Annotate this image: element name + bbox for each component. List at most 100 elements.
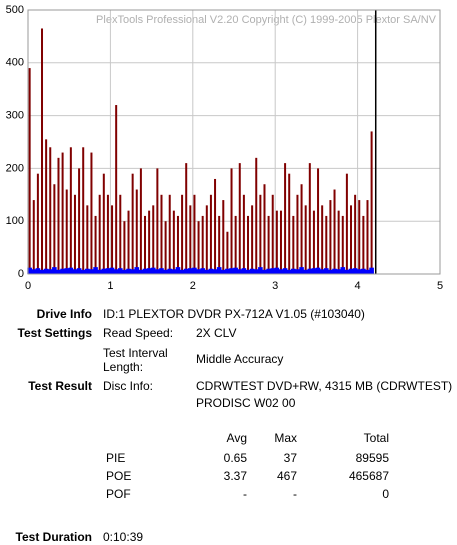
bar (245, 269, 251, 274)
row-label: PIE (106, 451, 126, 465)
bar (321, 205, 324, 274)
bar (168, 194, 171, 274)
bar (60, 268, 65, 274)
bar (90, 152, 93, 274)
bar (52, 267, 57, 274)
bar (189, 205, 192, 274)
bar (185, 163, 188, 274)
bar (179, 269, 185, 274)
bar (135, 189, 138, 274)
stat-value: - (243, 487, 247, 501)
bar (241, 268, 247, 274)
bar (296, 194, 299, 274)
bar (72, 269, 78, 274)
bar (237, 269, 243, 274)
y-tick-label: 300 (6, 110, 24, 122)
bar (366, 200, 369, 274)
bar (292, 215, 295, 274)
bar (328, 269, 333, 274)
bar (365, 269, 370, 274)
bar (45, 139, 48, 274)
bar (300, 184, 303, 274)
bar (212, 269, 218, 274)
section-label: Drive Info (36, 307, 92, 321)
bar (286, 269, 292, 274)
bar (307, 268, 313, 274)
bar (345, 173, 348, 274)
bar (275, 210, 278, 274)
bar (181, 194, 184, 274)
bar (64, 268, 70, 274)
field-label: Test Interval Length: (103, 346, 168, 374)
plot-area (27, 9, 441, 275)
bar (163, 269, 168, 274)
stat-value: 3.37 (223, 469, 247, 483)
bar (115, 105, 118, 274)
x-tick-label: 0 (25, 280, 31, 292)
bar (226, 231, 229, 274)
bar (164, 221, 167, 274)
bar (333, 189, 336, 274)
section-label: Test Duration (15, 530, 92, 544)
column-header: Total (363, 431, 389, 445)
bar (175, 267, 181, 274)
bar (65, 189, 68, 274)
bar (255, 157, 258, 274)
bar (117, 268, 123, 274)
bar (123, 221, 126, 274)
bar (111, 205, 114, 274)
stat-value: - (293, 487, 297, 501)
bar (220, 269, 226, 274)
bar (53, 184, 56, 274)
bar (258, 267, 263, 274)
bar (131, 173, 134, 274)
bar (160, 194, 163, 274)
stat-value: 37 (283, 451, 297, 465)
bar (267, 215, 270, 274)
bar (148, 210, 151, 274)
bar (230, 168, 233, 274)
bar (222, 200, 225, 274)
bar (188, 268, 193, 274)
bar (138, 269, 144, 274)
bar (341, 215, 344, 274)
y-tick-label: 200 (6, 162, 24, 174)
section-label: Test Settings (17, 326, 92, 340)
bar (259, 194, 262, 274)
bar (205, 205, 208, 274)
row-label: POF (106, 487, 131, 501)
bar (348, 268, 354, 274)
bar (242, 194, 245, 274)
bar (93, 267, 98, 274)
x-tick-label: 1 (107, 280, 113, 292)
bar (130, 269, 135, 274)
bar (57, 157, 60, 274)
bar (262, 269, 267, 274)
duration: 0:10:39 (103, 530, 144, 544)
bar (80, 269, 86, 274)
bar (49, 147, 52, 274)
bar (304, 205, 307, 274)
field-value: CDRWTEST DVD+RW, 4315 MB (CDRWTEST) (196, 379, 453, 393)
bar (238, 163, 241, 274)
bar (183, 268, 189, 274)
bar (144, 215, 147, 274)
bar (315, 267, 321, 274)
bar (94, 215, 97, 274)
bar (156, 168, 159, 274)
stat-value: 467 (276, 469, 297, 483)
bar (119, 194, 122, 274)
bar (176, 215, 179, 274)
bar (139, 168, 142, 274)
bar (201, 215, 204, 274)
bar (214, 178, 217, 274)
bar (204, 269, 210, 274)
bar (171, 269, 177, 274)
bar (311, 268, 317, 274)
bar (284, 163, 287, 274)
bar (192, 267, 197, 274)
bar (113, 269, 119, 274)
x-tick-label: 2 (190, 280, 196, 292)
bar (172, 210, 175, 274)
bar (31, 269, 37, 274)
